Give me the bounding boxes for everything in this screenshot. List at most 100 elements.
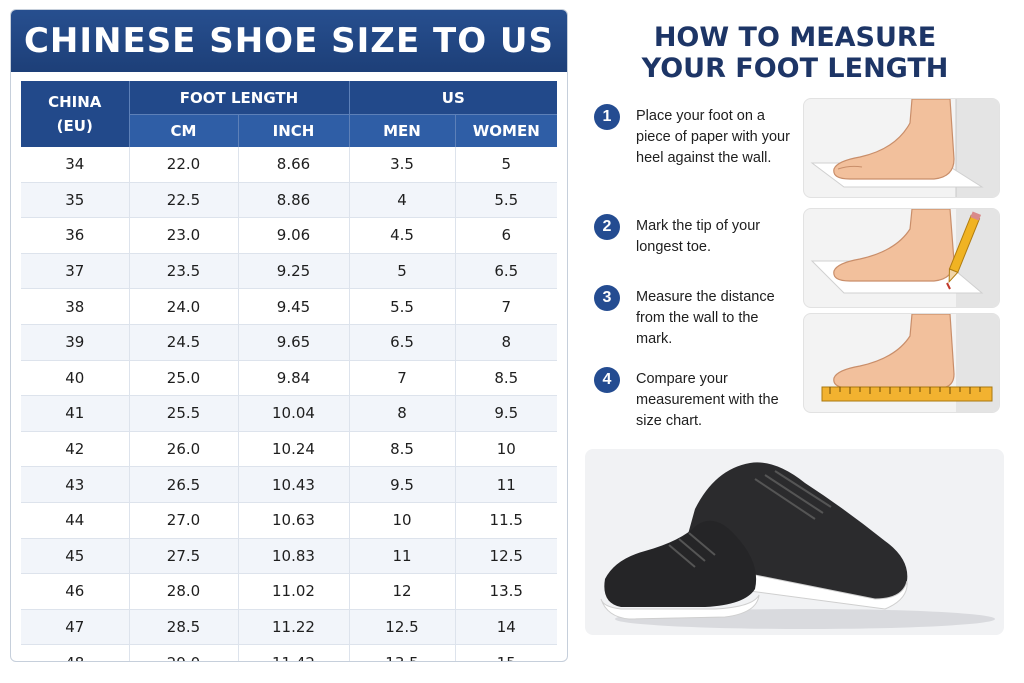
table-row: 42 26.0 10.24 8.5 10 — [21, 431, 558, 468]
cell-cm: 22.5 — [129, 182, 239, 219]
step-text: Mark the tip of your longest toe. — [636, 218, 761, 255]
cell-cm: 25.5 — [129, 395, 239, 432]
cell-cm: 28.0 — [129, 573, 239, 610]
cell-us-women: 7 — [455, 288, 558, 325]
cell-us-men: 3.5 — [349, 147, 456, 183]
cell-china-eu: 39 — [21, 324, 130, 361]
cell-china-eu: 35 — [21, 182, 130, 219]
cell-cm: 23.0 — [129, 217, 239, 254]
cell-cm: 24.5 — [129, 324, 239, 361]
header-women: WOMEN — [455, 114, 558, 147]
cell-inch: 10.83 — [238, 538, 350, 575]
table-row: 43 26.5 10.43 9.5 11 — [21, 466, 558, 503]
step-number: 2 — [594, 214, 620, 240]
cell-inch: 8.86 — [238, 182, 350, 219]
cell-us-women: 5.5 — [455, 182, 558, 219]
cell-china-eu: 43 — [21, 466, 130, 503]
cell-inch: 10.63 — [238, 502, 350, 539]
cell-cm: 27.5 — [129, 538, 239, 575]
cell-us-men: 6.5 — [349, 324, 456, 361]
size-table: CHINA (EU) FOOT LENGTH US CM INCH MEN WO… — [21, 81, 558, 661]
cell-us-women: 8.5 — [455, 360, 558, 397]
table-row: 34 22.0 8.66 3.5 5 — [21, 147, 558, 183]
cell-us-women: 15 — [455, 644, 558, 661]
cell-us-women: 11 — [455, 466, 558, 503]
cell-inch: 9.25 — [238, 253, 350, 290]
cell-us-women: 8 — [455, 324, 558, 361]
cell-us-women: 14 — [455, 609, 558, 646]
cell-us-women: 12.5 — [455, 538, 558, 575]
cell-china-eu: 47 — [21, 609, 130, 646]
cell-inch: 10.43 — [238, 466, 350, 503]
chart-title: CHINESE SHOE SIZE TO US — [11, 10, 567, 72]
table-row: 35 22.5 8.86 4 5.5 — [21, 182, 558, 219]
step-text: Measure the distance from the wall to th… — [636, 289, 775, 347]
step-number: 1 — [594, 104, 620, 130]
pencil-mark-illustration — [803, 208, 1000, 308]
table-row: 47 28.5 11.22 12.5 14 — [21, 609, 558, 646]
header-us: US — [349, 81, 558, 115]
cell-cm: 22.0 — [129, 147, 239, 183]
table-row: 39 24.5 9.65 6.5 8 — [21, 324, 558, 361]
cell-china-eu: 36 — [21, 217, 130, 254]
table-row: 36 23.0 9.06 4.5 6 — [21, 217, 558, 254]
cell-cm: 27.0 — [129, 502, 239, 539]
step-text: Compare your measurement with the size c… — [636, 371, 779, 429]
step-text: Place your foot on a piece of paper with… — [636, 108, 790, 166]
cell-us-women: 13.5 — [455, 573, 558, 610]
cell-us-women: 11.5 — [455, 502, 558, 539]
cell-us-men: 8.5 — [349, 431, 456, 468]
table-row: 45 27.5 10.83 11 12.5 — [21, 538, 558, 575]
cell-china-eu: 38 — [21, 288, 130, 325]
cell-china-eu: 45 — [21, 538, 130, 575]
cell-us-women: 5 — [455, 147, 558, 183]
cell-cm: 24.0 — [129, 288, 239, 325]
cell-inch: 9.06 — [238, 217, 350, 254]
step-number: 3 — [594, 285, 620, 311]
header-men: MEN — [349, 114, 456, 147]
cell-us-men: 7 — [349, 360, 456, 397]
table-row: 41 25.5 10.04 8 9.5 — [21, 395, 558, 432]
step-number: 4 — [594, 367, 620, 393]
cell-us-men: 11 — [349, 538, 456, 575]
cell-china-eu: 42 — [21, 431, 130, 468]
cell-inch: 8.66 — [238, 147, 350, 183]
cell-china-eu: 48 — [21, 644, 130, 661]
sneakers-photo — [585, 449, 1004, 635]
header-china: CHINA (EU) — [21, 81, 130, 147]
cell-inch: 11.22 — [238, 609, 350, 646]
cell-inch: 11.02 — [238, 573, 350, 610]
header-inch: INCH — [238, 114, 350, 147]
cell-us-men: 4 — [349, 182, 456, 219]
cell-us-men: 5 — [349, 253, 456, 290]
guide-title: HOW TO MEASURE YOUR FOOT LENGTH — [641, 22, 949, 84]
cell-china-eu: 46 — [21, 573, 130, 610]
table-row: 4829.011.4213.515 — [21, 644, 558, 661]
cell-cm: 25.0 — [129, 360, 239, 397]
cell-china-eu: 34 — [21, 147, 130, 183]
cell-us-women: 6 — [455, 217, 558, 254]
cell-us-men: 8 — [349, 395, 456, 432]
cell-us-women: 6.5 — [455, 253, 558, 290]
cell-us-women: 10 — [455, 431, 558, 468]
cell-us-men: 5.5 — [349, 288, 456, 325]
table-row: 40 25.0 9.84 7 8.5 — [21, 360, 558, 397]
cell-cm: 28.5 — [129, 609, 239, 646]
size-table-body: 34 22.0 8.66 3.5 5 35 22.5 8.86 4 5.5 36 23.0 9.06 4.… — [21, 147, 558, 661]
cell-us-men: 10 — [349, 502, 456, 539]
cell-us-men: 12 — [349, 573, 456, 610]
cell-cm: 26.5 — [129, 466, 239, 503]
cell-inch: 9.65 — [238, 324, 350, 361]
cell-us-men: 13.5 — [349, 644, 456, 661]
cell-us-men: 4.5 — [349, 217, 456, 254]
size-chart-card: CHINESE SHOE SIZE TO US CHINA (EU) FOOT … — [10, 9, 568, 662]
cell-cm: 26.0 — [129, 431, 239, 468]
header-foot-length: FOOT LENGTH — [129, 81, 350, 115]
ruler-illustration — [803, 313, 1000, 413]
table-row: 38 24.0 9.45 5.5 7 — [21, 288, 558, 325]
table-row: 44 27.0 10.63 10 11.5 — [21, 502, 558, 539]
cell-us-men: 12.5 — [349, 609, 456, 646]
cell-inch: 9.84 — [238, 360, 350, 397]
cell-china-eu: 40 — [21, 360, 130, 397]
cell-inch: 10.04 — [238, 395, 350, 432]
